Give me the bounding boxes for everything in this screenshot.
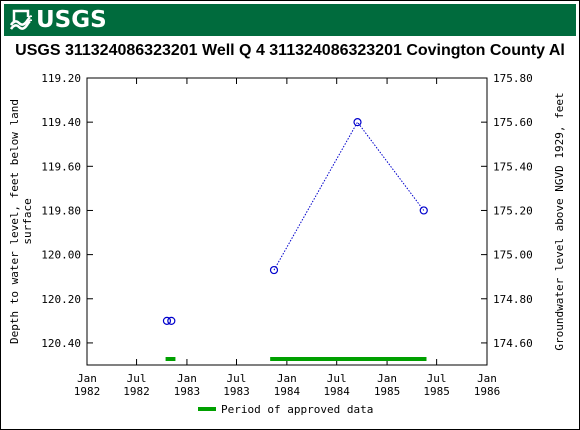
y-axis-left-label: Depth to water level, feet below landsur…	[8, 99, 34, 344]
x-tick-label-year: 1982	[74, 385, 101, 398]
y-left-tick-label: 119.40	[41, 116, 81, 129]
y-axis-right-label: Groundwater level above NGVD 1929, feet	[553, 92, 566, 350]
legend-label: Period of approved data	[221, 403, 373, 416]
data-point	[354, 119, 361, 126]
x-tick-label-month: Jul	[427, 372, 447, 385]
y-left-tick-label: 119.60	[41, 160, 81, 173]
series-line	[274, 122, 424, 270]
y-left-tick-label: 120.20	[41, 293, 81, 306]
x-tick-label-month: Jul	[127, 372, 147, 385]
y-left-label-line: Depth to water level, feet below land	[8, 99, 21, 344]
x-axis: Jan1982Jul1982Jan1983Jul1983Jan1984Jul19…	[74, 78, 501, 398]
y-right-tick-label: 175.80	[493, 72, 533, 85]
x-tick-label-month: Jul	[327, 372, 347, 385]
x-tick-label-month: Jul	[227, 372, 247, 385]
y-axis-right: 175.80 175.60 175.40 175.20 175.00 174.80 174.…	[481, 72, 533, 350]
x-tick-label-year: 1984	[274, 385, 301, 398]
data-point	[168, 317, 175, 324]
y-left-tick-label: 119.80	[41, 204, 81, 217]
y-axis-left: 119.20 119.40 119.60 119.80 120.00 120.20 120.…	[41, 72, 93, 350]
data-series	[163, 119, 427, 325]
y-right-tick-label: 175.60	[493, 116, 533, 129]
y-left-label-line: surface	[21, 198, 34, 244]
y-left-tick-label: 119.20	[41, 72, 81, 85]
y-left-tick-label: 120.40	[41, 337, 81, 350]
y-right-tick-label: 174.80	[493, 293, 533, 306]
x-tick-label-month: Jan	[377, 372, 397, 385]
x-tick-label-year: 1983	[223, 385, 250, 398]
x-tick-label-year: 1984	[323, 385, 350, 398]
plot-area	[87, 78, 487, 365]
y-right-tick-label: 175.00	[493, 249, 533, 262]
x-tick-label-year: 1985	[374, 385, 401, 398]
x-tick-label-year: 1983	[174, 385, 201, 398]
y-right-tick-label: 175.20	[493, 204, 533, 217]
x-tick-label-year: 1982	[123, 385, 150, 398]
x-tick-label-month: Jan	[277, 372, 297, 385]
legend: Period of approved data	[198, 403, 373, 416]
x-tick-label-year: 1986	[474, 385, 501, 398]
x-tick-label-year: 1985	[423, 385, 450, 398]
x-tick-label-month: Jan	[77, 372, 97, 385]
y-left-tick-label: 120.00	[41, 249, 81, 262]
x-tick-label-month: Jan	[177, 372, 197, 385]
y-right-tick-label: 175.40	[493, 160, 533, 173]
y-right-tick-label: 174.60	[493, 337, 533, 350]
x-tick-label-month: Jan	[477, 372, 497, 385]
